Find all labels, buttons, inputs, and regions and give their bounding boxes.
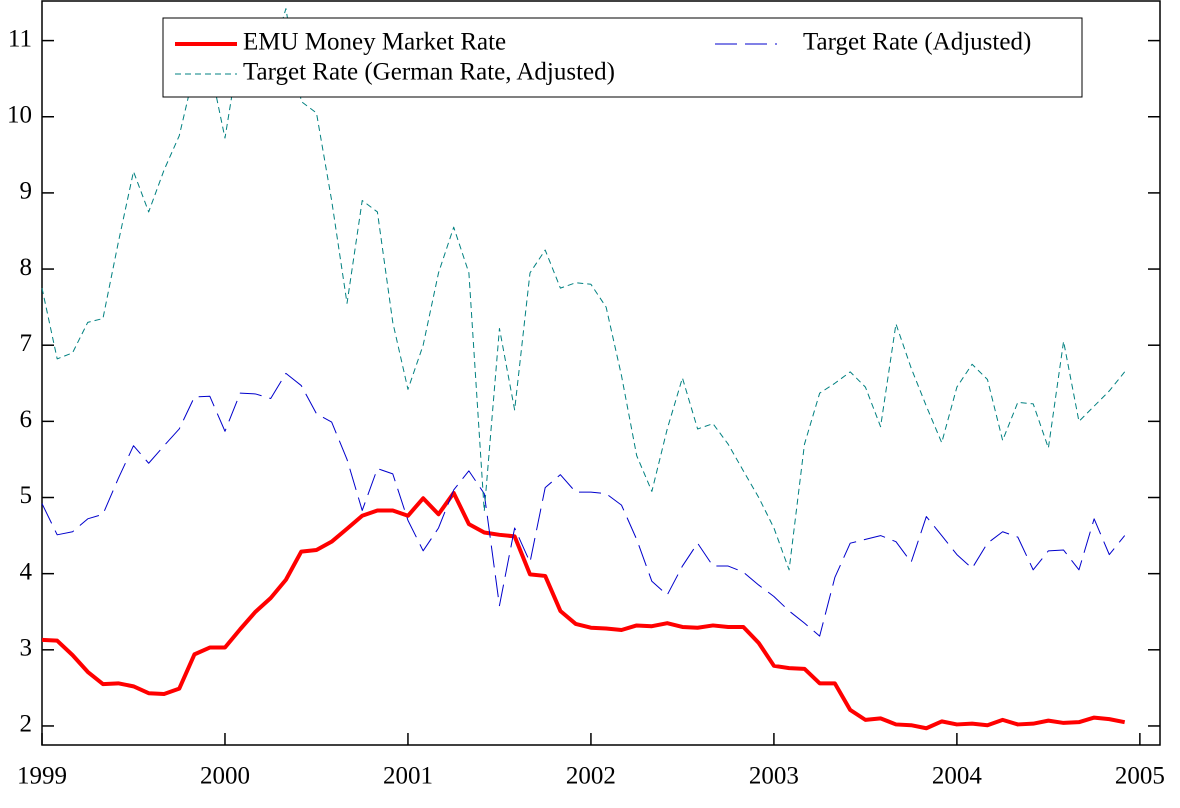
plot-frame: [41, 0, 1161, 746]
x-tick-label: 2003: [749, 763, 799, 790]
y-tick-label: 6: [20, 406, 33, 433]
x-tick-label: 2004: [932, 763, 983, 790]
y-tick-label: 5: [20, 482, 33, 509]
x-tick-label: 2005: [1115, 763, 1165, 790]
x-tick-label: 2001: [383, 763, 433, 790]
y-tick-label: 11: [8, 25, 32, 52]
legend-box: [162, 17, 1083, 98]
y-tick-label: 9: [20, 178, 33, 205]
legend-label: Target Rate (Adjusted): [803, 29, 1031, 56]
y-tick-label: 4: [20, 558, 33, 585]
y-tick-label: 7: [20, 330, 33, 357]
y-tick-label: 8: [20, 254, 33, 281]
legend-label: EMU Money Market Rate: [243, 29, 506, 56]
y-tick-label: 3: [20, 635, 33, 662]
series-line: [41, 490, 1126, 731]
y-tick-label: 2: [20, 711, 33, 738]
x-tick-label: 2000: [200, 763, 250, 790]
legend-label: Target Rate (German Rate, Adjusted): [243, 59, 615, 86]
x-tick-label: 2002: [566, 763, 616, 790]
x-tick-label: 1999: [17, 763, 67, 790]
y-tick-label: 10: [7, 101, 32, 128]
series-line: [41, 372, 1126, 637]
